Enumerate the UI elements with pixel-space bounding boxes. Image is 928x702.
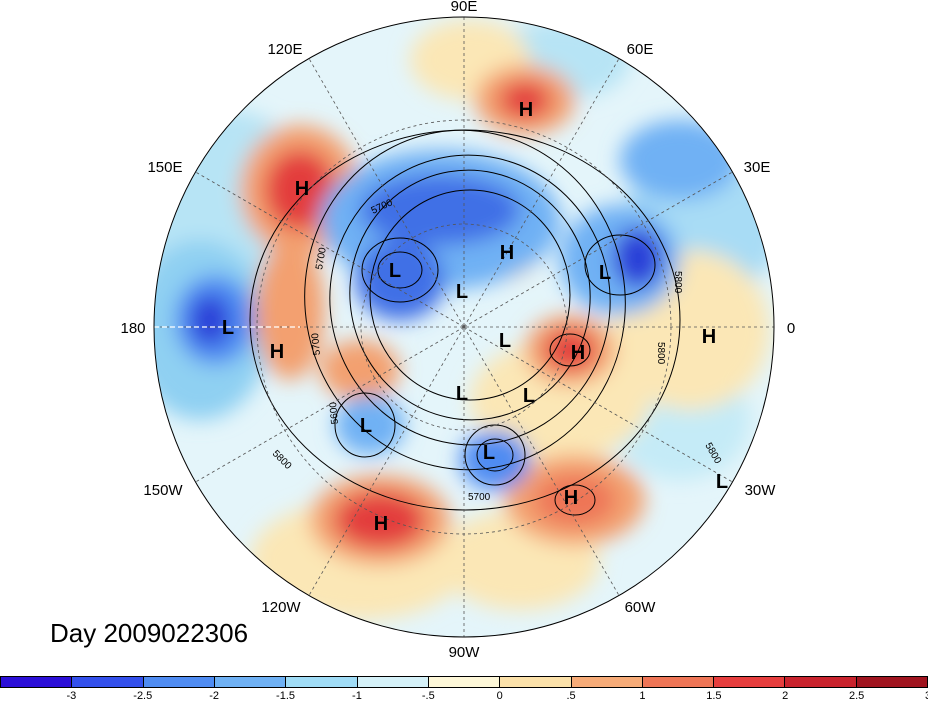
colorbar-swatch (213, 676, 286, 688)
colorbar-swatch (285, 676, 357, 688)
colorbar-swatch (570, 676, 642, 688)
contour-label: 5700 (468, 492, 491, 503)
colorbar-tick-label: .5 (566, 690, 576, 702)
colorbar-tick-label: 2.5 (848, 690, 865, 702)
colorbar (0, 676, 928, 690)
colorbar-swatch (142, 676, 214, 688)
low-center-marker: L (222, 317, 234, 339)
high-center-marker: H (270, 341, 284, 363)
low-center-marker: L (389, 260, 401, 282)
low-center-marker: L (483, 442, 495, 464)
colorbar-swatch (427, 676, 500, 688)
colorbar-tick-label: -2 (209, 690, 220, 702)
lon-label-30w: 30W (745, 482, 777, 499)
high-center-marker: H (564, 487, 578, 509)
high-center-marker: H (374, 513, 388, 535)
colorbar-tick-label: 3 (925, 690, 928, 702)
contour-label: 5800 (672, 271, 683, 294)
colorbar-tick-label: -.5 (421, 690, 435, 702)
colorbar-swatch (356, 676, 428, 688)
lon-label-120e: 120E (267, 41, 302, 58)
lon-label-90e: 90E (451, 0, 478, 15)
low-center-marker: L (499, 330, 511, 352)
height-contours (249, 129, 681, 516)
high-center-marker: H (702, 326, 716, 348)
pressure-centers: H H H H H H H H L L L L L L L L L L (222, 99, 728, 535)
contour-label: 5600 (328, 401, 341, 425)
lon-label-60e: 60E (627, 41, 654, 58)
anomaly-field (154, 17, 774, 637)
colorbar-swatch (641, 676, 714, 688)
colorbar-swatch (713, 676, 785, 688)
lon-label-60w: 60W (625, 599, 657, 616)
high-center-marker: H (295, 178, 309, 200)
lon-label-120w: 120W (261, 599, 301, 616)
low-center-marker: L (523, 385, 535, 407)
colorbar-swatch (784, 676, 856, 688)
lon-label-90w: 90W (449, 644, 481, 661)
colorbar-tick-label: -1 (352, 690, 362, 702)
low-center-marker: L (456, 281, 468, 303)
graticule (154, 17, 774, 637)
colorbar-ticks: -3 -2.5 -2 -1.5 -1 -.5 0 .5 1 1.5 2 2.5 3 (0, 690, 928, 702)
lon-label-150w: 150W (143, 482, 183, 499)
lon-label-30e: 30E (744, 159, 771, 176)
low-center-marker: L (716, 471, 728, 493)
map-title: Day 2009022306 (50, 618, 249, 648)
contour-label: 5700 (310, 332, 323, 356)
high-center-marker: H (519, 99, 533, 121)
colorbar-tick-label: 1 (639, 690, 646, 702)
longitude-labels: 90E 60E 30E 0 30W 60W 90W 120W 150W 180 … (120, 0, 795, 661)
colorbar-tick-label: -1.5 (276, 690, 296, 702)
contour-label: 5800 (655, 342, 666, 365)
colorbar-swatch (855, 676, 928, 688)
lon-label-0: 0 (787, 320, 795, 337)
colorbar-swatch (499, 676, 571, 688)
colorbar-swatch (0, 676, 72, 688)
contour-label: 5700 (314, 246, 329, 270)
colorbar-tick-label: -2.5 (133, 690, 153, 702)
colorbar-tick-label: 1.5 (706, 690, 722, 702)
high-center-marker: H (500, 242, 514, 264)
lon-label-180: 180 (120, 320, 145, 337)
high-center-marker: H (571, 342, 585, 364)
lon-label-150e: 150E (147, 159, 182, 176)
low-center-marker: L (599, 262, 611, 284)
colorbar-swatch (71, 676, 143, 688)
map-boundary (153, 16, 775, 638)
low-center-marker: L (360, 415, 372, 437)
colorbar-tick-label: 0 (496, 690, 503, 702)
colorbar-tick-label: -3 (66, 690, 77, 702)
low-center-marker: L (456, 383, 468, 405)
colorbar-tick-label: 2 (782, 690, 789, 702)
